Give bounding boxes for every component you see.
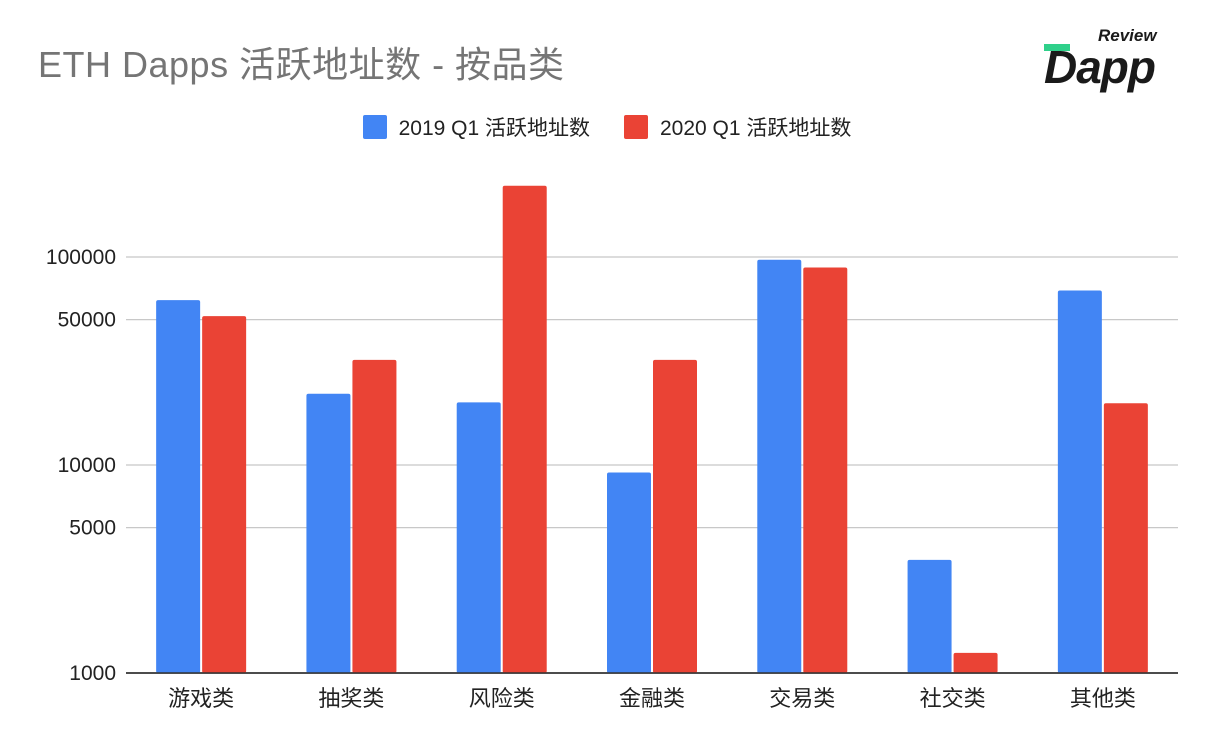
legend-label-2019: 2019 Q1 活跃地址数	[398, 117, 590, 140]
bar-2020-4	[653, 359, 697, 673]
bar-2020-5	[803, 267, 848, 673]
x-tick-label-7: 其他类	[1070, 687, 1136, 712]
y-tick-label-5000: 5000	[69, 517, 116, 540]
x-tick-label-4: 金融类	[619, 687, 685, 712]
logo-review-text: Review	[1098, 26, 1157, 45]
x-tick-label-2: 抽奖类	[318, 687, 384, 712]
x-tick-label-3: 风险类	[469, 687, 535, 712]
y-tick-label-10000: 10000	[58, 454, 116, 477]
bar-2019-1	[156, 300, 201, 673]
y-tick-label-1000: 1000	[69, 662, 116, 685]
bar-2019-2	[306, 393, 351, 673]
bar-2020-7	[1103, 403, 1148, 673]
x-tick-label-1: 游戏类	[168, 687, 234, 712]
bar-2020-6	[953, 652, 998, 673]
legend-item-2019: 2019 Q1 活跃地址数	[362, 112, 590, 142]
chart-title: ETH Dapps 活跃地址数 - 按品类	[38, 44, 565, 85]
bar-2020-3	[502, 185, 547, 674]
x-tick-label-5: 交易类	[769, 687, 835, 712]
bar-2019-4	[607, 472, 651, 673]
bar-2019-3	[456, 402, 501, 673]
bar-2019-7	[1057, 290, 1102, 673]
x-tick-label-6: 社交类	[920, 687, 986, 712]
bar-2020-1	[202, 316, 247, 673]
y-tick-label-100000: 100000	[46, 246, 116, 269]
legend-item-2020: 2020 Q1 活跃地址数	[624, 112, 851, 142]
bar-2019-6	[907, 559, 952, 673]
legend-swatch-2019	[362, 115, 387, 139]
bar-2019-5	[757, 259, 802, 673]
legend-label-2020: 2020 Q1 活跃地址数	[660, 117, 852, 140]
chart-legend: 2019 Q1 活跃地址数 2020 Q1 活跃地址数	[0, 112, 1214, 142]
bar-2020-2	[352, 359, 397, 673]
legend-swatch-2020	[624, 115, 648, 139]
logo-accent-bar	[1044, 44, 1070, 51]
dappreview-logo: Review Dapp	[1040, 26, 1180, 93]
y-tick-label-50000: 50000	[58, 309, 116, 332]
